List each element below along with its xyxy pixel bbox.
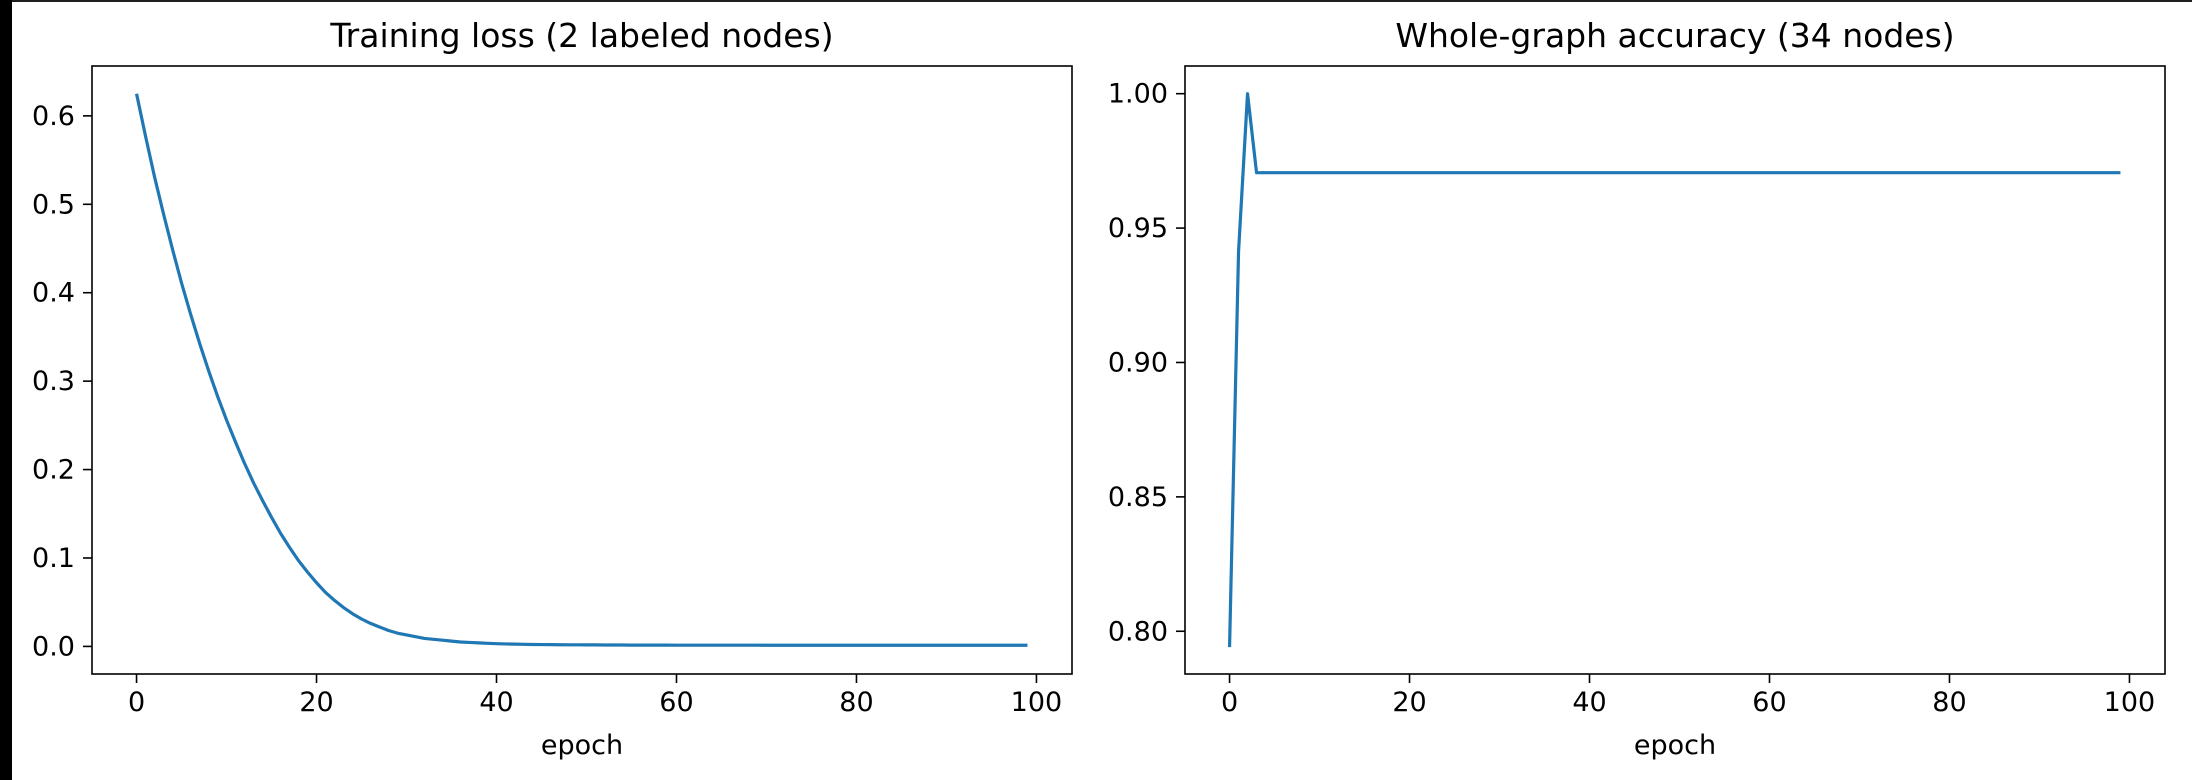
- x-tick-label: 100: [1011, 687, 1063, 718]
- chart-title: Training loss (2 labeled nodes): [329, 16, 833, 55]
- x-tick-label: 80: [1932, 687, 1966, 718]
- x-tick-label: 20: [299, 687, 333, 718]
- plot-area-frame: [1184, 65, 2166, 675]
- chart-panel-training-loss: Training loss (2 labeled nodes) epoch 0 2…: [32, 16, 1073, 761]
- series-line: [1227, 92, 2121, 648]
- y-tick-label: 0.3: [32, 366, 75, 397]
- y-tick-label: 0.0: [32, 631, 75, 662]
- figure-canvas: [12, 0, 2192, 780]
- x-tick-label: 0: [1221, 687, 1238, 718]
- y-tick-label: 0.90: [1108, 347, 1168, 378]
- x-tick-label: 80: [839, 687, 873, 718]
- y-tick-label: 0.4: [32, 278, 75, 309]
- x-tick-label: 100: [2104, 687, 2156, 718]
- chart-title: Whole-graph accuracy (34 nodes): [1395, 16, 1954, 55]
- y-tick-label: 0.95: [1108, 213, 1168, 244]
- y-tick-label: 0.1: [32, 543, 75, 574]
- x-tick-label: 0: [128, 687, 145, 718]
- plot-area-frame: [91, 65, 1073, 675]
- y-tick-label: 0.6: [32, 101, 75, 132]
- y-tick-label: 0.85: [1108, 482, 1168, 513]
- x-axis-label: epoch: [1634, 730, 1716, 761]
- x-axis-label: epoch: [541, 730, 623, 761]
- x-tick-label: 60: [1752, 687, 1786, 718]
- x-tick-label: 60: [659, 687, 693, 718]
- y-tick-label: 0.2: [32, 455, 75, 486]
- y-tick-label: 0.80: [1108, 616, 1168, 647]
- x-tick-label: 40: [1572, 687, 1606, 718]
- x-tick-label: 20: [1392, 687, 1426, 718]
- series-line: [134, 93, 1028, 647]
- y-tick-label: 0.5: [32, 189, 75, 220]
- chart-panel-whole-graph-accuracy: Whole-graph accuracy (34 nodes) epoch 0 2…: [1108, 16, 2166, 761]
- x-tick-label: 40: [479, 687, 513, 718]
- y-tick-label: 1.00: [1108, 79, 1168, 110]
